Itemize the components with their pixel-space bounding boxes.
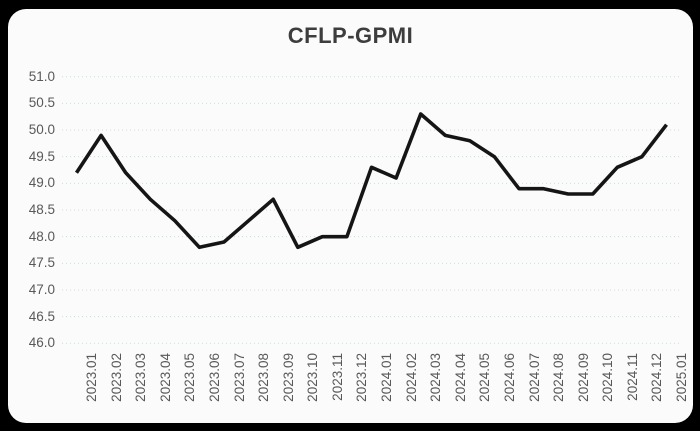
x-axis-tick-label: 2024.12 xyxy=(649,353,665,402)
x-axis-tick-label: 2023.03 xyxy=(133,353,149,402)
x-axis-tick-label: 2023.02 xyxy=(108,353,124,402)
x-axis-tick-label: 2024.03 xyxy=(428,353,444,402)
y-axis-tick-label: 48.5 xyxy=(28,202,55,217)
y-axis-tick-label: 49.5 xyxy=(28,148,55,164)
x-axis-tick-label: 2024.06 xyxy=(501,353,517,402)
y-axis-tick-label: 49.0 xyxy=(28,175,55,191)
y-axis-tick-label: 48.0 xyxy=(28,228,55,244)
x-axis-tick-label: 2023.08 xyxy=(256,353,272,402)
x-axis-tick-label: 2023.04 xyxy=(157,353,173,402)
x-axis-tick-label: 2024.07 xyxy=(526,353,542,402)
y-axis-tick-label: 46.0 xyxy=(28,335,55,351)
x-axis-tick-label: 2024.04 xyxy=(452,353,468,402)
x-axis-tick-label: 2023.07 xyxy=(231,353,247,402)
x-axis-tick-label: 2023.06 xyxy=(206,353,222,402)
x-axis-tick-label: 2024.11 xyxy=(624,353,640,401)
x-axis-tick-label: 2024.09 xyxy=(575,353,591,402)
x-axis-tick-label: 2024.05 xyxy=(477,353,493,402)
chart-title: CFLP-GPMI xyxy=(287,23,414,48)
x-axis-tick-label: 2025.01 xyxy=(674,353,689,402)
y-axis-tick-label: 51.0 xyxy=(28,68,55,84)
x-axis-tick-label: 2024.02 xyxy=(403,353,419,402)
x-axis-tick-label: 2024.01 xyxy=(379,353,394,402)
x-axis-tick-label: 2023.01 xyxy=(84,353,99,402)
x-axis-tick-label: 2023.10 xyxy=(305,353,321,402)
y-axis-tick-label: 50.5 xyxy=(28,95,55,111)
y-axis-tick-label: 46.5 xyxy=(28,308,55,324)
plot-svg xyxy=(62,76,681,344)
x-axis-tick-label: 2023.05 xyxy=(182,353,198,402)
x-axis-tick-label: 2023.12 xyxy=(354,353,370,402)
y-axis-tick-label: 47.0 xyxy=(28,281,55,297)
x-axis-tick-label: 2023.11 xyxy=(329,353,345,401)
y-axis-tick-label: 47.5 xyxy=(28,255,55,271)
y-axis-tick-label: 50.0 xyxy=(28,122,55,138)
chart-card: CFLP-GPMI 46.0 46.5 47.0 47.5 48.0 48.5 49.0 49… xyxy=(8,9,693,423)
gpmi-series-line xyxy=(74,112,668,250)
x-axis-tick-label: 2024.08 xyxy=(551,353,567,402)
x-axis-tick-label: 2024.10 xyxy=(600,353,616,402)
x-axis-tick-label: 2023.09 xyxy=(280,353,296,402)
